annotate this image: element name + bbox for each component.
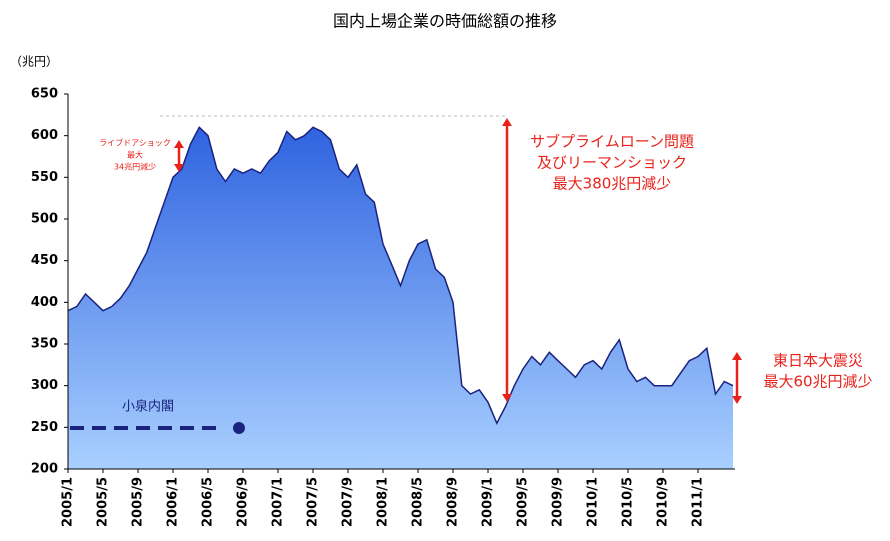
y-tick-label: 200 <box>31 462 58 477</box>
x-tick-label: 2010/1 <box>586 477 601 527</box>
arrow-head <box>174 140 184 172</box>
x-tick-label: 2011/1 <box>691 477 706 527</box>
annotation: 東日本大震災 <box>773 352 863 370</box>
x-tick-label: 2005/5 <box>96 477 111 527</box>
y-tick-label: 450 <box>31 253 58 268</box>
x-tick-label: 2010/9 <box>656 477 671 527</box>
x-tick-label: 2009/5 <box>516 477 531 527</box>
y-axis-label: （兆円） <box>10 55 58 69</box>
area <box>68 127 733 470</box>
era-end <box>233 422 245 434</box>
x-tick-label: 2010/5 <box>621 477 636 527</box>
annotation: 34兆円減少 <box>114 162 156 172</box>
y-tick-label: 500 <box>31 212 58 227</box>
annotation: 最大60兆円減少 <box>763 373 872 391</box>
annotation: サブプライムローン問題 <box>530 133 694 151</box>
y-tick-label: 650 <box>31 87 58 102</box>
x-tick-label: 2006/9 <box>236 477 251 527</box>
x-tick-label: 2008/5 <box>411 477 426 527</box>
x-tick-label: 2009/9 <box>551 477 566 527</box>
annotation: 及びリーマンショック <box>537 154 687 172</box>
chart-title: 国内上場企業の時価総額の推移 <box>333 12 557 31</box>
x-tick-label: 2008/9 <box>446 477 461 527</box>
annotation: 小泉内閣 <box>122 399 174 415</box>
y-tick-label: 350 <box>31 337 58 352</box>
x-tick-label: 2007/9 <box>341 477 356 527</box>
annotation: 最大 <box>127 150 143 160</box>
x-tick-label: 2006/5 <box>201 477 216 527</box>
x-tick-label: 2005/9 <box>131 477 146 527</box>
x-tick-label: 2007/1 <box>271 477 286 527</box>
x-tick-label: 2008/1 <box>376 477 391 527</box>
annotation: 最大380兆円減少 <box>553 175 672 193</box>
annotation: ライブドアショック <box>99 138 171 148</box>
y-tick-label: 550 <box>31 170 58 185</box>
y-tick-label: 300 <box>31 378 58 393</box>
x-tick-label: 2005/1 <box>61 477 76 527</box>
y-tick-label: 400 <box>31 295 58 310</box>
y-tick-label: 600 <box>31 128 58 143</box>
x-tick-label: 2006/1 <box>166 477 181 527</box>
x-tick-label: 2009/1 <box>481 477 496 527</box>
y-tick-label: 250 <box>31 420 58 435</box>
x-tick-label: 2007/5 <box>306 477 321 527</box>
